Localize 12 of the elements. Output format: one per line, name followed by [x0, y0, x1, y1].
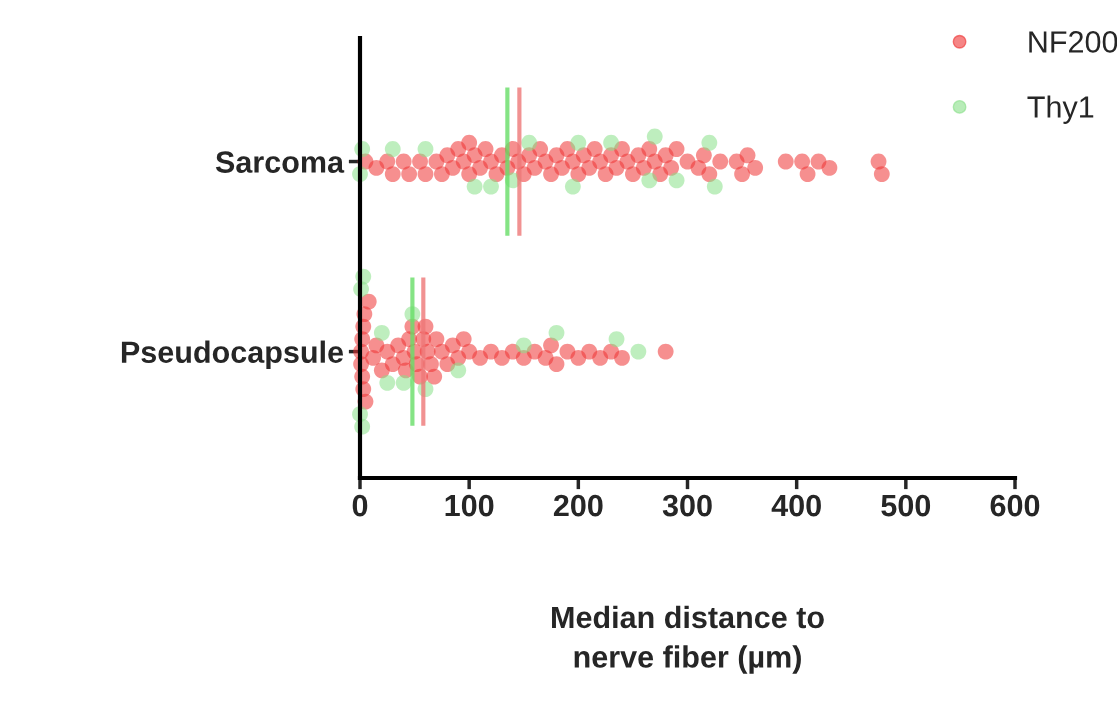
- legend-label: Thy1: [1027, 95, 1094, 124]
- y-tick-label: Sarcoma: [215, 151, 345, 173]
- x-tick-label: 200: [553, 494, 603, 517]
- x-tick-label: 400: [771, 494, 821, 517]
- x-axis-title: Median distance to nerve fiber (µm): [552, 605, 824, 674]
- x-tick-label: 600: [990, 494, 1040, 517]
- x-tick-label: 500: [881, 494, 931, 517]
- legend-label: NF200: [1029, 31, 1117, 53]
- x-tick-label: 100: [445, 494, 494, 517]
- x-tick-label: 300: [662, 494, 712, 517]
- y-tick-label: Pseudocapsule: [121, 340, 343, 370]
- x-tick-label: 0: [352, 494, 368, 517]
